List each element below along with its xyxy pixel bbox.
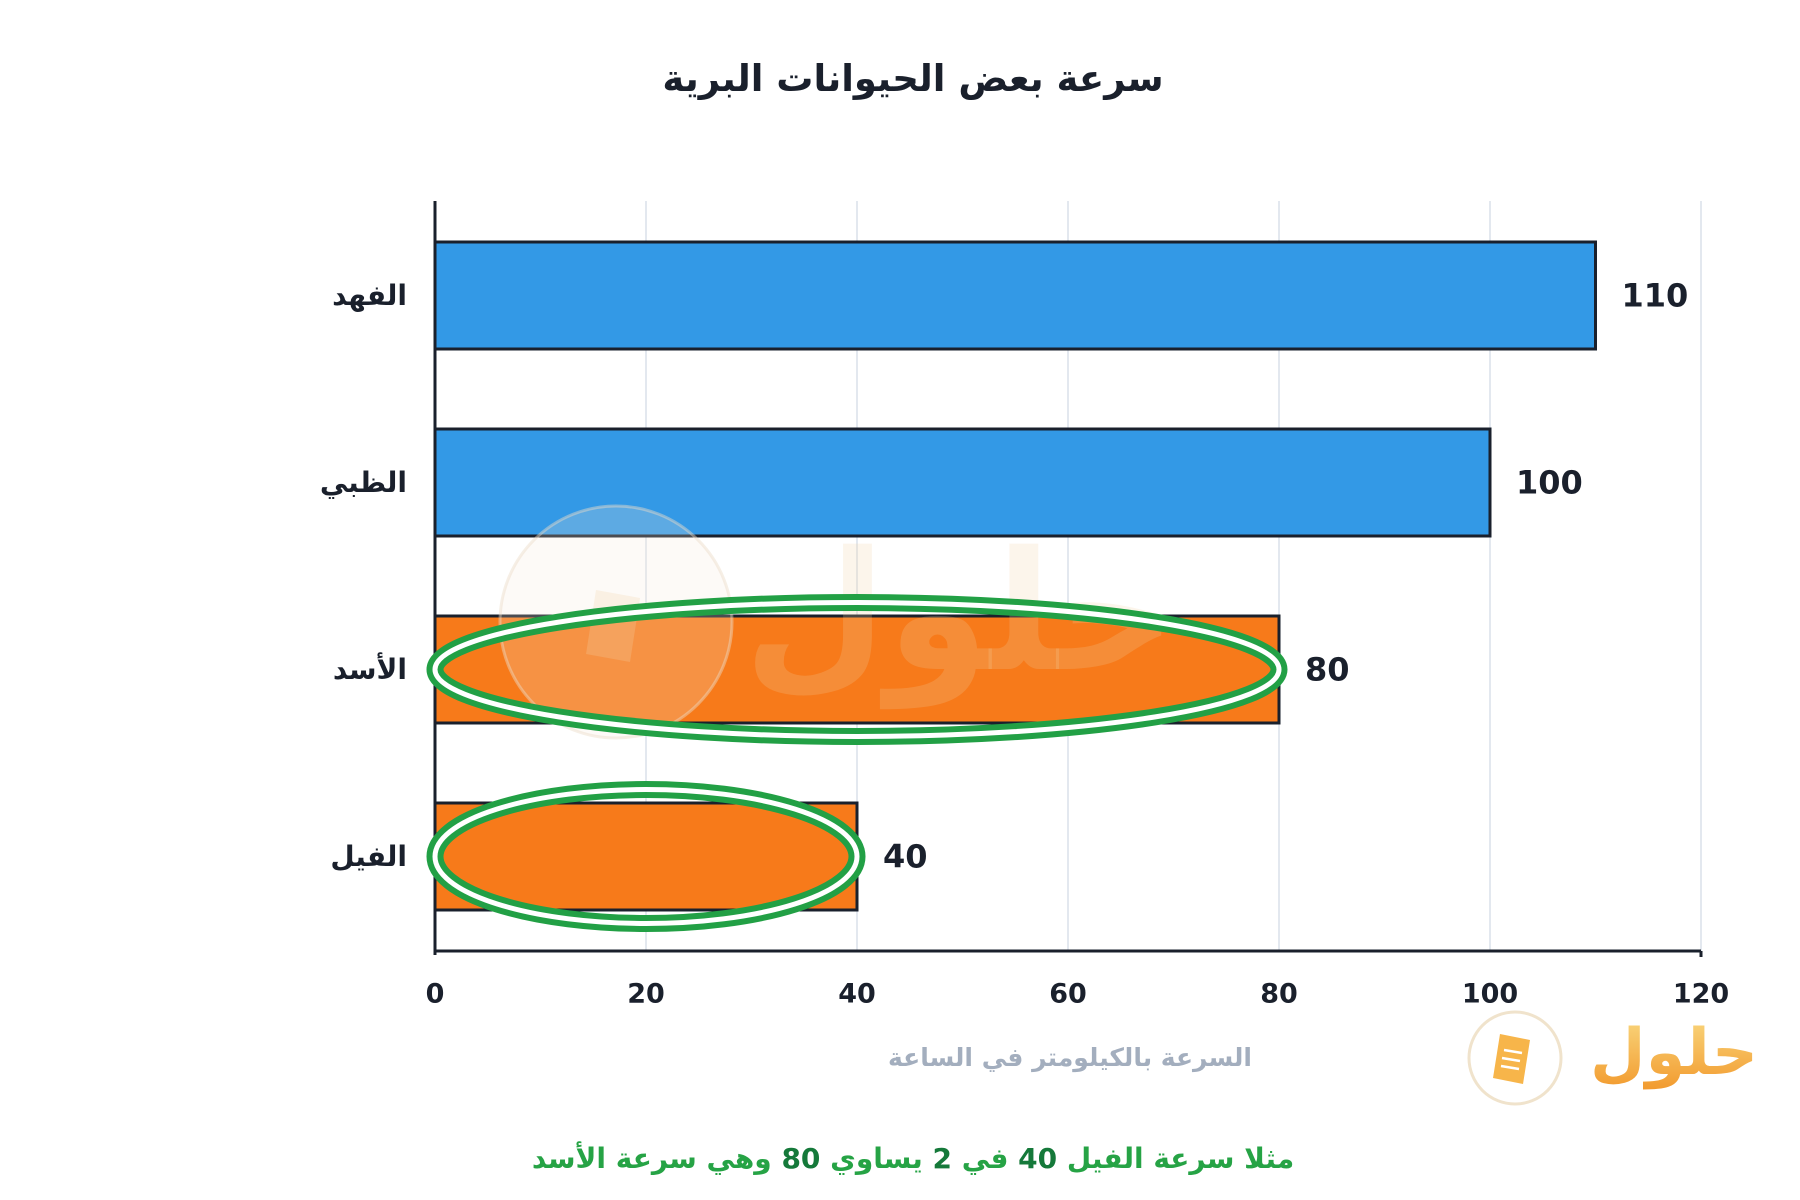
x-tick-label: 60 <box>1049 979 1087 1010</box>
category-label: الأسد <box>333 652 407 686</box>
value-label: 40 <box>883 838 928 876</box>
bar <box>433 240 1597 351</box>
logo: حلول <box>1467 1010 1758 1106</box>
x-tick-label: 40 <box>838 979 876 1010</box>
logo-text: حلول <box>1590 1016 1758 1090</box>
highlight-ellipse-inner <box>432 787 860 926</box>
x-tick-label: 20 <box>627 979 665 1010</box>
value-label: 100 <box>1516 464 1583 502</box>
highlight-ellipse-inner <box>432 600 1282 739</box>
note-number: 2 <box>932 1142 952 1175</box>
highlight-ellipses <box>426 594 1288 932</box>
bars <box>433 240 1597 912</box>
value-label: 80 <box>1305 651 1350 689</box>
x-tick-label: 120 <box>1673 979 1729 1010</box>
chart-title: سرعة بعض الحيوانات البرية <box>662 57 1164 100</box>
axes <box>433 201 1703 957</box>
x-tick-label: 80 <box>1260 979 1298 1010</box>
x-tick-label: 100 <box>1462 979 1518 1010</box>
document-icon <box>1493 1034 1530 1084</box>
category-label: الفهد <box>332 279 407 312</box>
note-number: 40 <box>1018 1142 1058 1175</box>
chart-labels: الفهد 110 الظبي 100 الأسد 80 الفيل 40 0 20 40 60 80 1… <box>320 277 1729 1010</box>
category-label: الظبي <box>320 466 407 499</box>
value-label: 110 <box>1622 277 1689 315</box>
x-axis-label: السرعة بالكيلومتر في الساعة <box>887 1043 1252 1072</box>
x-tick-label: 0 <box>426 979 445 1010</box>
note-number: 80 <box>781 1142 821 1175</box>
bar <box>433 801 859 912</box>
example-note: مثلا سرعة الفيل 40 في 2 يساوي 80 وهي سرع… <box>531 1142 1295 1175</box>
category-label: الفيل <box>330 840 407 873</box>
